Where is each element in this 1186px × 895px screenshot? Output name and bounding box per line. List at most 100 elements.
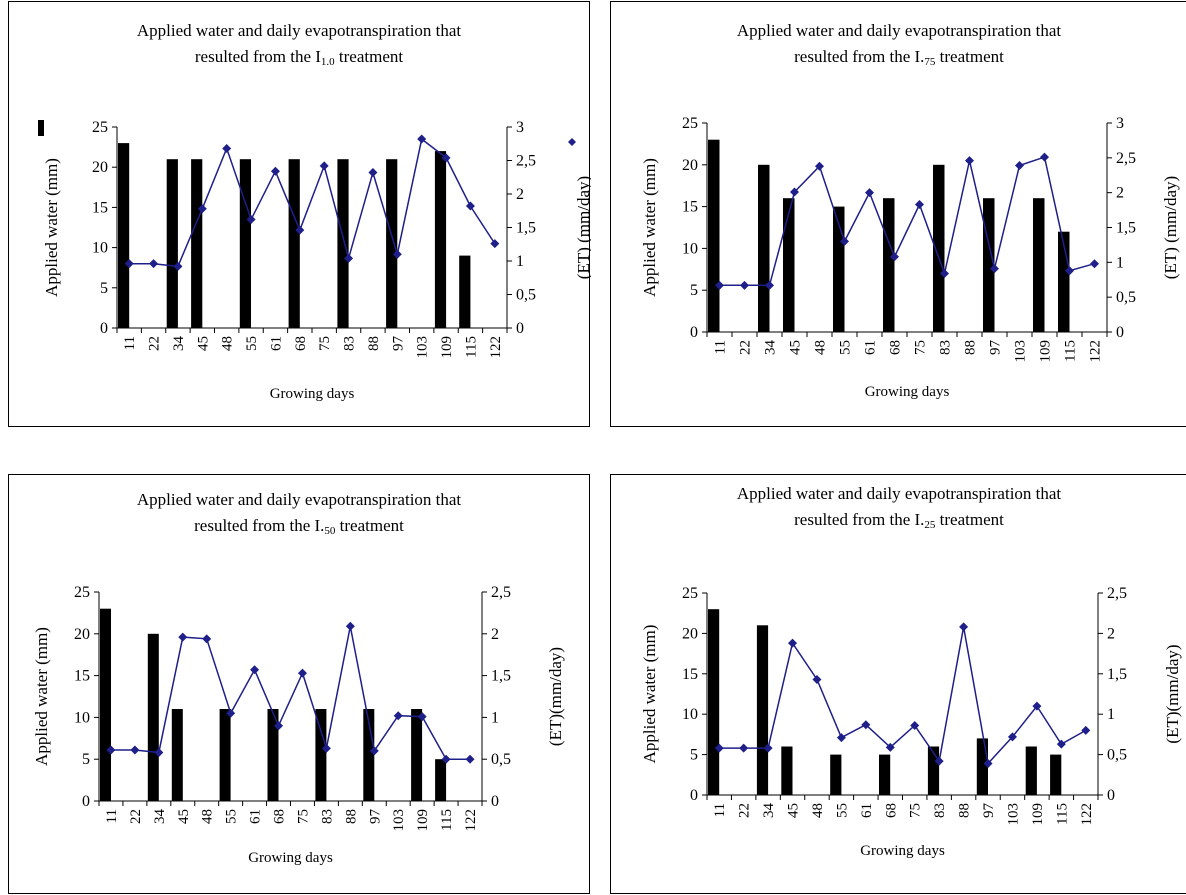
x-tick-label: 55 xyxy=(244,336,260,351)
x-tick-label: 122 xyxy=(463,809,479,832)
x-tick-label: 48 xyxy=(810,803,826,818)
y-tick-label: 10 xyxy=(74,709,90,726)
et-marker xyxy=(222,143,232,153)
y2-axis-title: (ET)(mm/day) xyxy=(1163,644,1182,743)
chart-svg: 0 5 10 15 20 25 0 0,5 1 1,5 2 2,5 3 11 22 34 45 48 55 61 68 7… xyxy=(38,119,591,402)
bar xyxy=(363,709,375,801)
et-marker xyxy=(812,674,822,684)
x-axis-title: Growing days xyxy=(860,843,945,859)
y2-tick-label: 0 xyxy=(491,793,499,810)
y2-tick-label: 2,5 xyxy=(516,153,536,170)
et-marker xyxy=(861,720,871,730)
chart-svg: 0 5 10 15 20 25 0 0,5 1 1,5 2 2,5 11 22 34 45 48 55 61 68 75… xyxy=(640,585,1182,859)
bar xyxy=(337,159,349,328)
chart-title: Applied water and daily evapotranspirati… xyxy=(611,18,1186,75)
chart-title: Applied water and daily evapotranspirati… xyxy=(9,18,589,75)
bar xyxy=(288,159,300,328)
x-tick-label: 48 xyxy=(813,340,829,355)
chart-panel-i75: Applied water and daily evapotranspirati… xyxy=(610,1,1186,427)
x-tick-label: 83 xyxy=(342,336,358,351)
et-marker xyxy=(368,168,378,178)
x-tick-label: 109 xyxy=(439,336,455,359)
y2-tick-label: 1 xyxy=(1107,706,1115,723)
y-tick-label: 0 xyxy=(82,793,90,810)
y-tick-label: 5 xyxy=(100,280,108,297)
y-tick-label: 5 xyxy=(690,282,698,299)
x-tick-label: 11 xyxy=(122,336,138,350)
bar xyxy=(976,738,988,795)
x-tick-label: 34 xyxy=(763,340,779,356)
x-tick-label: 115 xyxy=(463,336,479,358)
y2-tick-label: 1,5 xyxy=(516,220,536,237)
bar xyxy=(118,143,130,328)
x-tick-label: 55 xyxy=(834,803,850,818)
x-tick-label: 34 xyxy=(152,809,168,825)
bar xyxy=(459,255,471,328)
bar xyxy=(756,625,769,795)
x-tick-label: 83 xyxy=(932,803,948,818)
et-marker xyxy=(295,225,305,235)
y2-tick-label: 1 xyxy=(491,709,499,726)
x-tick-label: 48 xyxy=(220,336,236,351)
y2-tick-label: 1 xyxy=(1116,254,1124,271)
bar xyxy=(1058,231,1070,332)
x-tick-label: 122 xyxy=(1088,340,1104,363)
bar xyxy=(171,709,183,801)
x-tick-label: 61 xyxy=(248,809,264,824)
x-tick-label: 122 xyxy=(1079,803,1095,826)
et-marker xyxy=(940,268,949,278)
et-marker xyxy=(270,166,280,176)
et-marker xyxy=(106,745,116,755)
et-marker xyxy=(250,665,260,675)
x-tick-label: 61 xyxy=(863,340,879,355)
y-axis-title: Applied water (mm) xyxy=(640,158,659,297)
y-tick-label: 0 xyxy=(100,320,108,337)
title-line-1: Applied water and daily evapotranspirati… xyxy=(136,490,462,509)
y-tick-label: 5 xyxy=(690,747,698,764)
et-marker xyxy=(319,161,329,171)
x-tick-label: 61 xyxy=(268,336,284,351)
title-line-2: resulted from the I1.0 treatment xyxy=(194,47,404,68)
x-axis-title: Growing days xyxy=(865,384,950,400)
x-tick-label: 88 xyxy=(366,336,382,351)
y-tick-label: 20 xyxy=(74,626,90,643)
y2-tick-label: 2 xyxy=(1107,625,1115,642)
et-marker xyxy=(840,236,849,246)
y2-tick-label: 2,5 xyxy=(1116,150,1136,167)
y-tick-label: 10 xyxy=(682,240,698,257)
x-tick-label: 88 xyxy=(963,340,979,355)
et-marker xyxy=(740,280,749,290)
et-marker xyxy=(788,638,798,648)
bar xyxy=(100,608,111,801)
y-tick-label: 20 xyxy=(682,625,698,642)
bar xyxy=(411,709,423,801)
title-line-2: resulted from the I.50 treatment xyxy=(194,516,404,537)
et-line xyxy=(719,626,1087,766)
bar xyxy=(1025,746,1037,795)
x-tick-label: 109 xyxy=(1038,340,1054,363)
et-marker xyxy=(1032,701,1042,711)
et-marker xyxy=(417,134,427,144)
y2-tick-label: 0 xyxy=(516,320,524,337)
et-marker xyxy=(246,214,256,224)
et-marker xyxy=(226,708,236,718)
et-marker xyxy=(1040,152,1049,162)
y-tick-label: 20 xyxy=(92,159,108,176)
x-tick-label: 48 xyxy=(200,809,216,824)
et-line xyxy=(719,156,1095,287)
x-tick-label: 34 xyxy=(171,336,187,352)
y2-tick-label: 2,5 xyxy=(491,584,511,601)
chart-panel-i100: Applied water and daily evapotranspirati… xyxy=(8,1,591,427)
bar xyxy=(147,633,159,801)
title-line-2: resulted from the I.25 treatment xyxy=(794,510,1004,531)
title-line-1: Applied water and daily evapotranspirati… xyxy=(136,21,462,40)
title-line-1: Applied water and daily evapotranspirati… xyxy=(736,484,1062,503)
chart-svg: 0 5 10 15 20 25 0 0,5 1 1,5 2 2,5 11 22 34 45 48 55 61 68 75… xyxy=(32,584,565,866)
x-tick-label: 115 xyxy=(439,809,455,831)
x-tick-label: 22 xyxy=(738,340,754,355)
x-tick-label: 75 xyxy=(908,803,924,818)
et-marker xyxy=(959,622,969,632)
bar xyxy=(708,139,720,332)
y2-tick-label: 0 xyxy=(1116,324,1124,341)
x-tick-label: 109 xyxy=(415,809,431,832)
